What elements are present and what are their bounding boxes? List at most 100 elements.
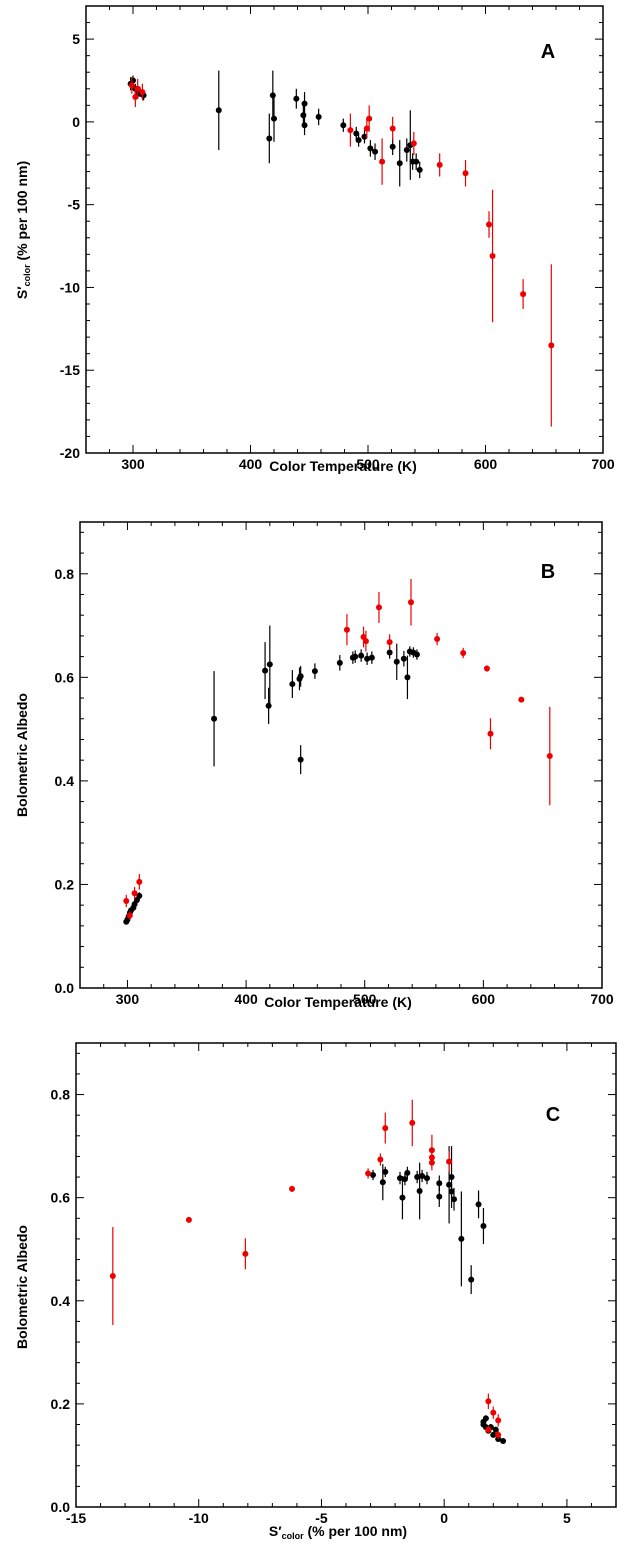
panel-b-x-tick-label: 300: [116, 991, 140, 1007]
panel-a-y-tick-label: -15: [60, 362, 80, 378]
panel-a-y-tick-label: -20: [60, 445, 80, 461]
panel-a-red-point: [410, 140, 417, 147]
panel-c-black-point: [482, 1415, 489, 1422]
panel-a-red-point: [139, 89, 146, 96]
panel-a-x-tick-label: 500: [356, 456, 380, 472]
panel-a-black-point: [416, 166, 423, 173]
panel-c-xlabel: S′color (% per 100 nm): [269, 1523, 407, 1541]
panel-b-black-point: [393, 658, 400, 665]
panel-b-black-point: [265, 702, 272, 709]
panel-c-x-tick-label: 5: [563, 1510, 571, 1526]
panel-a-y-tick-label: -5: [68, 197, 81, 213]
panel-c-black-point: [446, 1181, 453, 1188]
panel-c-black-point: [414, 1174, 421, 1181]
panel-c-red-point: [495, 1417, 502, 1424]
panel-c-plot-frame: [75, 1042, 617, 1508]
panel-c-letter: C: [546, 1104, 560, 1126]
panel-a: 300 400 500 600 700 -20 -15 -10 -5 0 5 A Color Tem…: [14, 5, 615, 474]
panel-a-black-point: [355, 137, 362, 144]
panel-b-x-tick-label: 500: [353, 991, 377, 1007]
panel-a-ylabel-sub: color: [22, 264, 32, 287]
panel-c-x-tick-label: 0: [440, 1510, 448, 1526]
panel-b-y-tick-label: 0.4: [55, 773, 75, 789]
panel-b-black-point: [404, 674, 411, 681]
panel-c-black-point: [416, 1187, 423, 1194]
panel-a-red-point: [489, 252, 496, 259]
panel-b-black-point: [266, 661, 273, 668]
panel-c-y-tick-label: 0.4: [51, 1293, 71, 1309]
panel-c-black-point: [475, 1201, 482, 1208]
panel-c-xlabel-main: S′: [269, 1523, 282, 1539]
panel-a-black-point: [367, 145, 374, 152]
panel-a-black-point: [315, 113, 322, 120]
panel-c-black-point: [436, 1180, 443, 1187]
panel-c-xlabel-sub: color: [282, 1531, 305, 1541]
panel-b-red-point: [126, 912, 133, 919]
panel-a-black-point: [361, 133, 368, 140]
panel-a-y-tick-label: 5: [72, 31, 80, 47]
panel-a-red-point: [462, 170, 469, 177]
panel-a-y-tick-label: 0: [72, 114, 80, 130]
panel-c-y-tick-label: 0.2: [51, 1396, 71, 1412]
panel-b-black-point: [352, 653, 359, 660]
panel-b-black-point: [364, 655, 371, 662]
panel-c-red-point: [490, 1409, 497, 1416]
panel-c-y-tick-label: 0.6: [51, 1190, 71, 1206]
panel-c-black-point: [404, 1169, 411, 1176]
panel-c-red-point: [428, 1159, 435, 1166]
panel-b-red-point: [487, 730, 494, 737]
panel-c-red-point: [365, 1170, 372, 1177]
panel-a-ylabel-rest: (% per 100 nm): [14, 161, 30, 264]
panel-a-x-tick-label: 300: [121, 456, 145, 472]
panel-c-y-tick-label: 0.0: [51, 1499, 71, 1515]
panel-c-y-tick-label: 0.8: [51, 1087, 71, 1103]
panel-b-red-point: [375, 604, 382, 611]
panel-b-black-point: [400, 655, 407, 662]
panel-a-marks: [127, 70, 555, 427]
panel-a-black-point: [293, 95, 300, 102]
panel-c-ylabel: Bolometric Albedo: [14, 1225, 30, 1349]
panel-b-black-point: [211, 715, 218, 722]
panel-a-black-point: [266, 135, 273, 142]
panel-a-red-point: [389, 125, 396, 132]
panel-b-black-point: [311, 668, 318, 675]
panel-c-black-point: [500, 1438, 507, 1445]
panel-b-y-tick-label: 0.8: [55, 566, 75, 582]
panel-a-red-point: [128, 82, 135, 89]
panel-a-red-point: [486, 221, 493, 228]
panel-c-black-point: [379, 1179, 386, 1186]
panel-c-red-point: [109, 1273, 116, 1280]
panel-a-black-point: [396, 160, 403, 167]
panel-a-red-point: [363, 125, 370, 132]
panel-a-black-point: [301, 122, 308, 129]
panel-b-black-point: [136, 892, 143, 899]
panel-a-black-point: [403, 147, 410, 154]
panel-b-xlabel: Color Temperature (K): [264, 994, 412, 1010]
panel-c-black-point: [399, 1194, 406, 1201]
panel-a-red-point: [379, 158, 386, 165]
panel-b-red-point: [386, 639, 393, 646]
panel-c-black-point: [419, 1173, 426, 1180]
panel-a-black-point: [301, 100, 308, 107]
panel-b: 300 400 500 600 700 0.0 0.2 0.4 0.6 0.8 B Color T…: [14, 521, 614, 1010]
panel-a-black-point: [353, 130, 360, 137]
panel-a-black-point: [300, 112, 307, 119]
panel-c-marks: [109, 1099, 507, 1445]
panel-c-frame: -15 -10 -5 0 5 0.0 0.2 0.4 0.6 0.8: [51, 1042, 617, 1526]
panel-a-red-point: [548, 342, 555, 349]
panel-c-red-point: [289, 1185, 295, 1192]
panel-b-black-point: [358, 652, 365, 659]
panel-b-red-point: [434, 636, 441, 643]
panel-c-black-point: [448, 1174, 455, 1181]
panel-b-black-point: [262, 667, 269, 674]
panel-b-red-point: [362, 638, 369, 645]
panel-c-red-point: [495, 1431, 502, 1438]
panel-a-red-point: [132, 94, 139, 101]
panel-c-black-point: [490, 1431, 497, 1438]
panel-b-x-tick-label: 600: [472, 991, 496, 1007]
panel-b-x-tick-label: 400: [234, 991, 258, 1007]
panel-b-x-tick-label: 700: [590, 991, 614, 1007]
panel-a-black-point: [215, 107, 222, 114]
panel-b-y-tick-label: 0.2: [55, 876, 75, 892]
panel-b-red-point: [136, 878, 143, 885]
